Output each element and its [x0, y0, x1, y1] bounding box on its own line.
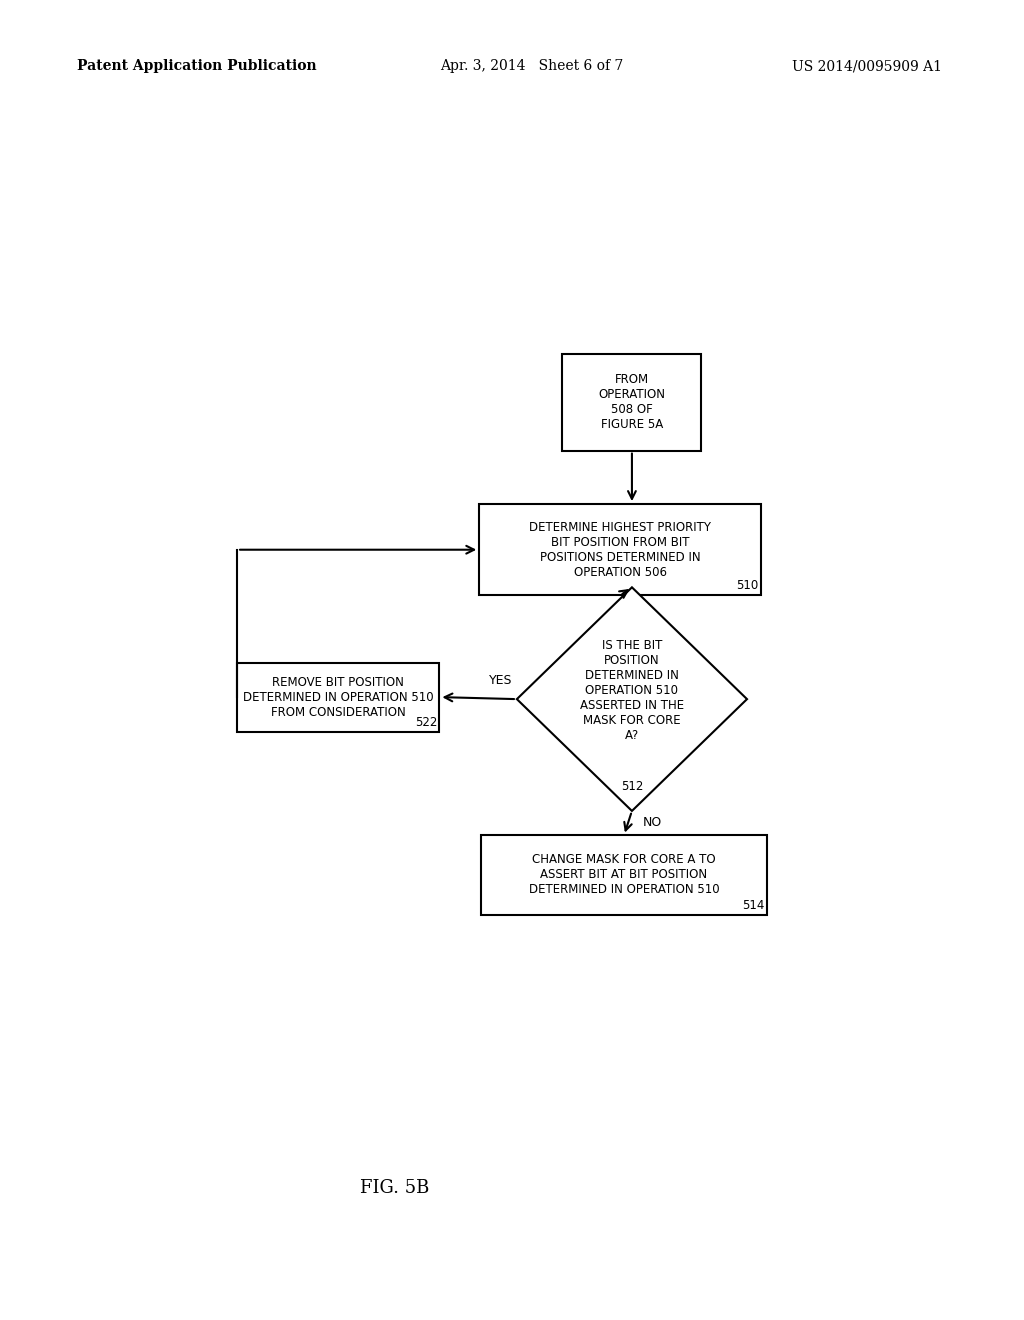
Polygon shape — [517, 587, 748, 810]
Text: CHANGE MASK FOR CORE A TO
ASSERT BIT AT BIT POSITION
DETERMINED IN OPERATION 510: CHANGE MASK FOR CORE A TO ASSERT BIT AT … — [528, 854, 719, 896]
FancyBboxPatch shape — [481, 836, 767, 915]
Text: Patent Application Publication: Patent Application Publication — [77, 59, 316, 74]
Text: IS THE BIT
POSITION
DETERMINED IN
OPERATION 510
ASSERTED IN THE
MASK FOR CORE
A?: IS THE BIT POSITION DETERMINED IN OPERAT… — [580, 639, 684, 742]
Text: FIG. 5B: FIG. 5B — [359, 1179, 429, 1197]
FancyBboxPatch shape — [562, 354, 701, 450]
FancyBboxPatch shape — [479, 504, 761, 595]
Text: US 2014/0095909 A1: US 2014/0095909 A1 — [793, 59, 942, 74]
Text: REMOVE BIT POSITION
DETERMINED IN OPERATION 510
FROM CONSIDERATION: REMOVE BIT POSITION DETERMINED IN OPERAT… — [243, 676, 433, 718]
FancyBboxPatch shape — [238, 663, 439, 731]
Text: 514: 514 — [742, 899, 765, 912]
Text: 512: 512 — [621, 780, 643, 792]
Text: 522: 522 — [415, 715, 437, 729]
Text: 510: 510 — [736, 579, 759, 593]
Text: DETERMINE HIGHEST PRIORITY
BIT POSITION FROM BIT
POSITIONS DETERMINED IN
OPERATI: DETERMINE HIGHEST PRIORITY BIT POSITION … — [529, 520, 711, 578]
Text: Apr. 3, 2014   Sheet 6 of 7: Apr. 3, 2014 Sheet 6 of 7 — [440, 59, 624, 74]
Text: YES: YES — [489, 675, 513, 686]
Text: FROM
OPERATION
508 OF
FIGURE 5A: FROM OPERATION 508 OF FIGURE 5A — [598, 374, 666, 432]
Text: NO: NO — [642, 816, 662, 829]
